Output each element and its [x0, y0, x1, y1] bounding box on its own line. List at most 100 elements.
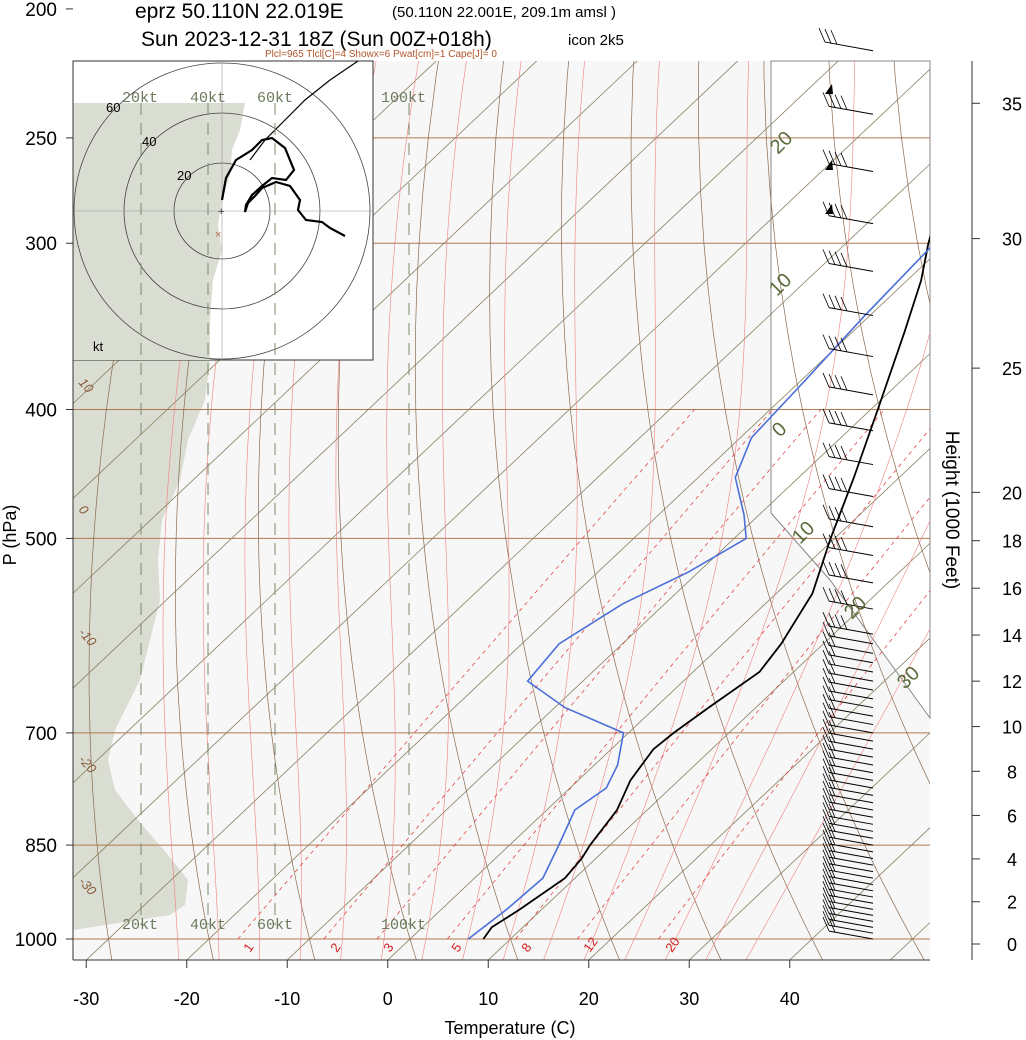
- barb-feather: [822, 586, 830, 602]
- barb-feather: [822, 862, 830, 877]
- svg-text:100kt: 100kt: [381, 90, 426, 107]
- barb-feather: [828, 810, 836, 825]
- barb-feather: [828, 759, 836, 774]
- barb-feather: [822, 809, 830, 824]
- barb-feather: [822, 293, 830, 308]
- barb-feather: [828, 906, 836, 921]
- y-axis-title: P (hPa): [0, 505, 20, 566]
- barb-staff: [828, 635, 874, 645]
- barb-feather: [822, 718, 830, 734]
- hodograph-trace: [220, 136, 346, 237]
- wind-barb: [822, 727, 874, 750]
- y-tick-label: 400: [25, 400, 57, 421]
- x-tick-label: -30: [73, 989, 99, 1009]
- model-label: icon 2k5: [568, 32, 624, 49]
- barb-feather: [822, 816, 830, 831]
- height-tick-label: 2: [1007, 893, 1017, 913]
- isotherm-line: [73, 61, 739, 689]
- barb-staff: [828, 690, 874, 700]
- barb-feather: [828, 294, 836, 309]
- barb-staff: [828, 808, 874, 818]
- barb-feather: [828, 781, 836, 797]
- mixing-ratio-label: 12: [580, 934, 601, 954]
- barb-staff: [828, 779, 874, 789]
- isotherm-line: [387, 447, 930, 960]
- x-tick-label: -10: [274, 989, 300, 1009]
- barb-feather: [828, 736, 836, 751]
- barb-feather: [822, 149, 830, 164]
- mixing-ratio-line: [515, 428, 930, 940]
- barb-feather: [834, 506, 842, 522]
- y-tick-label: 1000: [15, 930, 57, 951]
- barb-staff: [828, 215, 874, 225]
- barb-pennant: [825, 204, 833, 214]
- barb-feather: [822, 408, 830, 423]
- barb-staff: [828, 756, 874, 766]
- station-title: eprz 50.110N 22.019E: [135, 0, 344, 23]
- barb-staff: [828, 882, 874, 892]
- barb-feather: [822, 710, 830, 726]
- barb-staff: [828, 672, 874, 682]
- wind-barb: [822, 442, 874, 466]
- barb-feather: [828, 912, 836, 927]
- barb-feather: [828, 150, 836, 165]
- wind-barb: [822, 905, 874, 928]
- wind-barb: [822, 809, 874, 832]
- barb-feather: [828, 711, 836, 727]
- barb-feather: [828, 335, 836, 350]
- wind-barb: [818, 27, 874, 52]
- barb-staff: [828, 836, 874, 846]
- barb-feather: [834, 94, 842, 109]
- barb-feather: [822, 442, 830, 457]
- height-tick-label: 18: [1002, 532, 1022, 552]
- moist-adiabat: [421, 61, 467, 960]
- wind-barb: [822, 249, 874, 272]
- barb-staff: [828, 518, 874, 528]
- barb-feather: [822, 849, 830, 864]
- moist-adiabat: [543, 61, 660, 960]
- barb-feather: [822, 727, 830, 742]
- wind-barb: [822, 735, 874, 758]
- isotherm-line: [85, 163, 930, 960]
- barb-staff: [824, 41, 874, 52]
- height-tick-label: 30: [1002, 230, 1022, 250]
- barb-feather: [828, 766, 836, 782]
- hodo-ring-label-60: 60: [106, 100, 120, 115]
- moist-adiabat: [462, 61, 522, 960]
- wind-barb: [822, 787, 874, 811]
- barb-staff: [828, 822, 874, 832]
- barb-feather: [840, 590, 848, 605]
- wind-barb: [822, 916, 874, 940]
- y-tick-label: 200: [25, 0, 57, 21]
- barb-staff: [828, 422, 874, 432]
- barb-staff: [828, 764, 874, 774]
- barb-staff: [828, 930, 874, 940]
- barb-feather: [822, 758, 830, 773]
- barb-feather: [822, 621, 830, 637]
- barb-feather: [834, 563, 842, 578]
- barb-feather: [822, 685, 830, 700]
- moist-adiabat: [705, 520, 930, 960]
- barb-feather: [822, 874, 830, 890]
- barb-feather: [822, 802, 830, 817]
- hodo-ring-label-20: 20: [177, 168, 191, 183]
- barb-feather: [840, 152, 848, 168]
- barb-feather: [822, 795, 830, 810]
- barb-feather: [834, 151, 842, 166]
- wind-barbs: [818, 27, 874, 940]
- moist-adiabat: [502, 61, 585, 960]
- barb-staff: [828, 888, 874, 898]
- barb-feather: [828, 677, 836, 693]
- svg-text:40kt: 40kt: [190, 90, 226, 107]
- dewpoint-profile: [467, 246, 930, 940]
- wind-barb: [822, 372, 874, 396]
- barb-feather: [828, 622, 836, 638]
- barb-staff: [828, 644, 874, 654]
- svg-text:100kt: 100kt: [381, 917, 426, 934]
- barb-feather: [822, 868, 830, 884]
- barb-feather: [822, 836, 830, 851]
- wind-barb: [822, 533, 874, 557]
- x-tick-label: -20: [174, 989, 200, 1009]
- height-tick-label: 25: [1002, 359, 1022, 379]
- wind-barb: [822, 621, 874, 645]
